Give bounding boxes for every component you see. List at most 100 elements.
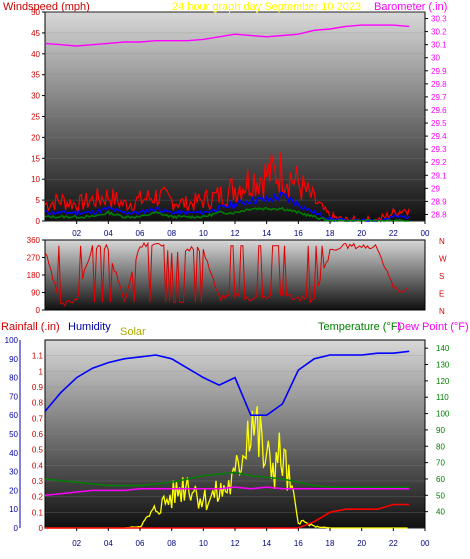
time-tick-label: 02 <box>72 539 81 548</box>
temperature-tick-label: 120 <box>436 377 450 386</box>
baro-tick-label: 29.5 <box>431 119 447 128</box>
temperature-tick-label: 40 <box>436 508 445 517</box>
wind-tick-label: 50 <box>31 8 40 17</box>
time-tick-label: 16 <box>294 539 303 548</box>
time-tick-label: 06 <box>136 539 145 548</box>
wind-tick-label: 40 <box>31 50 40 59</box>
time-tick-label: 20 <box>357 539 366 548</box>
baro-tick-label: 29.4 <box>431 132 447 141</box>
time-tick-label: 22 <box>389 229 398 238</box>
temperature-tick-label: 110 <box>436 393 449 402</box>
humidity-tick-label: 60 <box>9 411 18 420</box>
time-tick-label: 22 <box>389 539 398 548</box>
compass-tick-label: S <box>439 272 444 281</box>
wind-tick-label: 35 <box>31 71 40 80</box>
temperature-tick-label: 130 <box>436 361 450 370</box>
chart-title: 24 hour graph day September 10 2023 <box>172 1 361 13</box>
baro-tick-label: 29.7 <box>431 93 447 102</box>
temperature-line <box>44 471 410 488</box>
wind-tick-label: 10 <box>31 175 40 184</box>
time-tick-label: 18 <box>326 229 335 238</box>
time-tick-label: 00 <box>421 229 430 238</box>
rain-tick-label: 0.6 <box>32 430 44 439</box>
humidity-tick-label: 50 <box>9 430 18 439</box>
wind-tick-label: 15 <box>31 154 40 163</box>
baro-tick-label: 29.9 <box>431 67 447 76</box>
baro-tick-label: 30.2 <box>431 28 447 37</box>
rain-tick-label: 0.8 <box>32 399 44 408</box>
direction-tick-label: 180 <box>27 271 41 280</box>
dewpoint-axis-label: Dew Point (°F) <box>397 321 469 333</box>
time-tick-label: 18 <box>326 539 335 548</box>
time-tick-label: 14 <box>262 229 271 238</box>
rain-tick-label: 0.5 <box>32 446 44 455</box>
rain-tick-label: 0.2 <box>32 493 44 502</box>
time-tick-label: 02 <box>72 229 81 238</box>
compass-tick-label: N <box>439 237 445 246</box>
wind-tick-label: 0 <box>36 217 41 226</box>
compass-tick-label: N <box>439 307 445 316</box>
wind-tick-label: 30 <box>31 92 40 101</box>
baro-tick-label: 30 <box>431 54 440 63</box>
temperature-tick-label: 50 <box>436 491 445 500</box>
humidity-tick-label: 40 <box>9 449 18 458</box>
time-tick-label: 10 <box>199 539 208 548</box>
barometer-line <box>44 24 410 47</box>
temperature-axis-label: Temperature (°F) <box>318 321 401 333</box>
temperature-tick-label: 80 <box>436 442 445 451</box>
humidity-tick-label: 70 <box>9 392 18 401</box>
time-tick-label: 16 <box>294 229 303 238</box>
baro-tick-label: 29.8 <box>431 80 447 89</box>
baro-tick-label: 28.9 <box>431 197 447 206</box>
low-wind-line <box>44 206 410 222</box>
windspeed-axis-label: Windspeed (mph) <box>3 1 90 13</box>
wind-tick-label: 45 <box>31 29 40 38</box>
temperature-tick-label: 90 <box>436 426 445 435</box>
time-tick-label: 14 <box>262 539 271 548</box>
baro-tick-label: 28.8 <box>431 210 447 219</box>
rain-tick-label: 1.1 <box>32 352 44 361</box>
wind-tick-label: 25 <box>31 113 40 122</box>
rainfall-line <box>45 503 410 529</box>
baro-tick-label: 30.3 <box>431 15 447 24</box>
time-tick-label: 10 <box>199 229 208 238</box>
compass-tick-label: E <box>439 290 444 299</box>
rain-tick-label: 0.7 <box>32 414 44 423</box>
time-tick-label: 20 <box>357 229 366 238</box>
rain-tick-label: 1 <box>39 367 44 376</box>
baro-tick-label: 29.2 <box>431 158 447 167</box>
rainfall-axis-label: Rainfall (.in) <box>1 321 60 333</box>
rain-tick-label: 0.9 <box>32 383 44 392</box>
wind-tick-label: 20 <box>31 133 40 142</box>
humidity-tick-label: 30 <box>9 468 18 477</box>
humidity-tick-label: 20 <box>9 486 18 495</box>
compass-tick-label: W <box>439 255 447 264</box>
humidity-line <box>44 350 410 417</box>
humidity-tick-label: 90 <box>9 355 18 364</box>
direction-tick-label: 270 <box>27 254 41 263</box>
temperature-tick-label: 100 <box>436 410 450 419</box>
time-tick-label: 12 <box>231 539 240 548</box>
temperature-tick-label: 140 <box>436 344 450 353</box>
time-tick-label: 12 <box>231 229 240 238</box>
time-tick-label: 04 <box>104 539 113 548</box>
temperature-tick-label: 60 <box>436 475 445 484</box>
humidity-tick-label: 100 <box>5 336 19 345</box>
time-tick-label: 08 <box>167 229 176 238</box>
baro-tick-label: 29.6 <box>431 106 447 115</box>
time-tick-label: 00 <box>421 539 430 548</box>
solar-label: Solar <box>120 326 146 338</box>
direction-tick-label: 360 <box>27 236 41 245</box>
baro-tick-label: 29 <box>431 184 440 193</box>
direction-tick-label: 0 <box>36 306 41 315</box>
wind-tick-label: 5 <box>36 196 41 205</box>
time-tick-label: 04 <box>104 229 113 238</box>
humidity-axis-label: Humidity <box>68 321 111 333</box>
wind-direction-line <box>44 241 408 307</box>
rain-tick-label: 0.1 <box>32 508 44 517</box>
temperature-tick-label: 70 <box>436 459 445 468</box>
humidity-tick-label: 10 <box>9 505 18 514</box>
time-tick-label: 06 <box>136 229 145 238</box>
